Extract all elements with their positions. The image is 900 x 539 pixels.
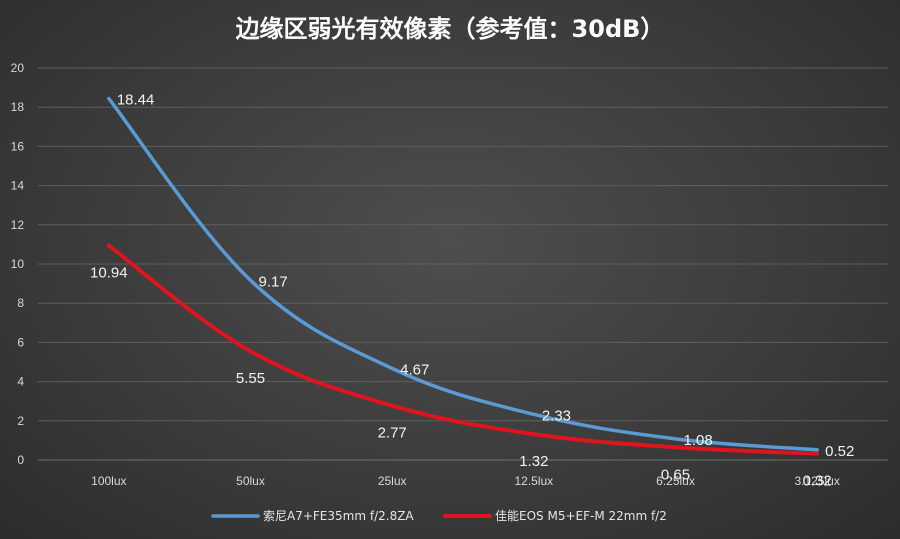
- data-label-series-1: 2.77: [378, 425, 407, 442]
- x-tick-label: 12.5lux: [514, 474, 553, 488]
- legend-label-1: 佳能EOS M5+EF-M 22mm f/2: [495, 509, 667, 523]
- x-tick-label: 25lux: [378, 474, 407, 488]
- chart-title: 边缘区弱光有效像素（参考值：30dB）: [236, 15, 665, 43]
- x-axis-ticks: 100lux 50lux 25lux 12.5lux 6.25lux 3.125lux: [91, 474, 840, 488]
- y-tick-label: 0: [17, 453, 24, 467]
- data-label-series-0: 9.17: [259, 273, 288, 290]
- y-tick-label: 12: [11, 218, 25, 232]
- grid-lines: [38, 67, 888, 461]
- legend-label-0: 索尼A7+FE35mm f/2.8ZA: [263, 509, 414, 523]
- y-tick-label: 10: [11, 257, 25, 271]
- y-tick-label: 18: [11, 100, 25, 114]
- y-tick-label: 4: [17, 375, 24, 389]
- data-label-series-1: 0.65: [661, 466, 690, 483]
- data-label-series-0: 0.52: [825, 443, 854, 460]
- data-labels: 18.44 9.17 4.67 2.33 1.08 0.52 10.94 5.55 2.77 1.…: [90, 92, 854, 490]
- x-tick-label: 3.125lux: [794, 474, 839, 488]
- y-axis-ticks: 0 2 4 6 8 10 12 14 16 18 20: [11, 61, 25, 467]
- data-label-series-0: 4.67: [400, 361, 429, 378]
- data-label-series-1: 5.55: [236, 370, 265, 387]
- y-tick-label: 20: [11, 61, 25, 75]
- data-label-series-0: 1.08: [684, 432, 713, 449]
- x-tick-label: 100lux: [91, 474, 126, 488]
- series-lines: [106, 96, 820, 456]
- series-line-1: [106, 243, 820, 456]
- data-label-series-1: 1.32: [519, 453, 548, 470]
- data-label-series-0: 18.44: [117, 92, 155, 109]
- data-label-series-1: 0.32: [803, 473, 832, 490]
- y-tick-label: 6: [17, 335, 24, 349]
- x-tick-label: 50lux: [236, 474, 265, 488]
- data-label-series-1: 10.94: [90, 265, 128, 282]
- x-tick-label: 6.25lux: [656, 474, 695, 488]
- y-tick-label: 8: [17, 296, 24, 310]
- y-tick-label: 16: [11, 139, 25, 153]
- y-tick-label: 14: [11, 179, 25, 193]
- series-line-0: [107, 96, 819, 452]
- y-tick-label: 2: [17, 414, 24, 428]
- data-label-series-0: 2.33: [542, 407, 571, 424]
- legend: 索尼A7+FE35mm f/2.8ZA 佳能EOS M5+EF-M 22mm f/…: [211, 509, 667, 523]
